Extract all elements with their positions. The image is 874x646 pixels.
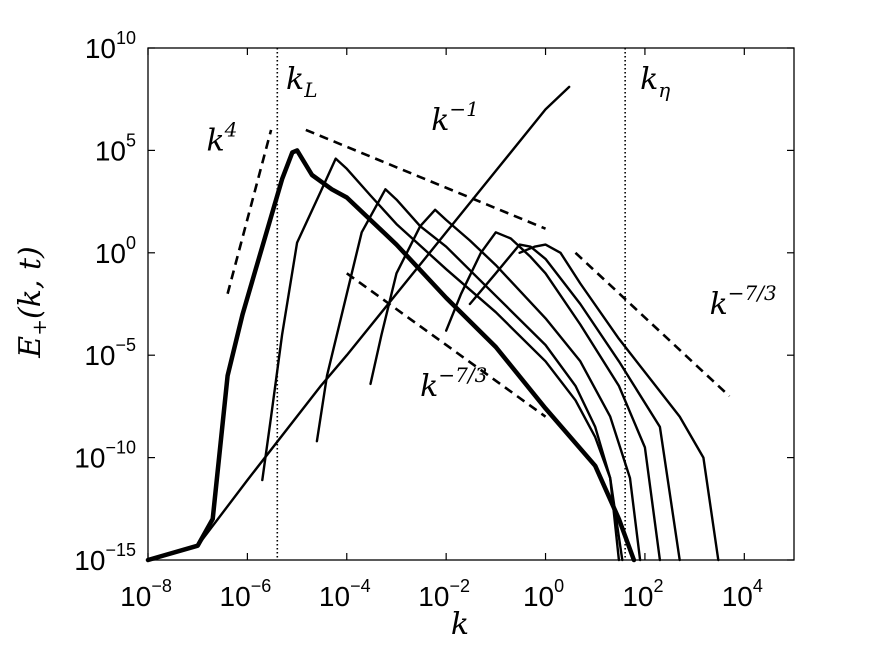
- series-1: [261, 157, 621, 562]
- slope-guide-3: [574, 251, 731, 398]
- y-tick-label-0: 10−15: [74, 540, 136, 576]
- y-tick-label-4: 105: [95, 130, 136, 166]
- series-3: [369, 208, 642, 562]
- y-tick-label-3: 100: [95, 233, 136, 269]
- slope-guide-2: [346, 272, 547, 418]
- annotation-0: k4: [206, 117, 237, 158]
- spectra-series: [145, 85, 720, 563]
- svg-text:E+(k, t): E+(k, t): [13, 246, 51, 358]
- y-tick-label-2: 10−5: [84, 335, 136, 371]
- axis-ticks: 10−8 10−6 10−4 10−2 100 102 104 10−15 10−10 10−5 1…: [74, 28, 794, 612]
- series-4: [445, 231, 662, 562]
- annotation-4: kL: [286, 62, 317, 102]
- x-tick-label-6: 104: [722, 576, 763, 612]
- y-tick-label-1: 10−10: [74, 438, 136, 474]
- x-tick-label-2: 10−4: [319, 576, 371, 612]
- series-0: [146, 85, 571, 562]
- x-tick-label-3: 10−2: [418, 576, 470, 612]
- series-5: [468, 243, 681, 562]
- series-6: [518, 243, 720, 562]
- slope-guides: [226, 128, 731, 418]
- y-axis-label: E+(k, t): [13, 246, 51, 358]
- series-2: [315, 188, 624, 562]
- x-axis-label: k: [451, 607, 469, 642]
- slope-guide-1: [305, 128, 547, 230]
- annotation-5: kη: [640, 62, 670, 102]
- x-tick-label-4: 100: [523, 576, 564, 612]
- x-tick-label-1: 10−6: [220, 576, 272, 612]
- plot-frame: [147, 47, 795, 561]
- series-bold: [145, 148, 637, 563]
- y-tick-label-5: 1010: [85, 28, 136, 64]
- annotation-2: k−7/3: [420, 363, 487, 404]
- slope-guide-0: [226, 129, 273, 295]
- x-tick-label-5: 102: [622, 576, 663, 612]
- annotation-1: k−1: [431, 97, 479, 138]
- x-tick-label-0: 10−8: [120, 576, 172, 612]
- reference-verticals: [276, 48, 626, 560]
- annotations: k4 k−1 k−7/3 k−7/3 kL kη: [206, 62, 776, 404]
- annotation-3: k−7/3: [710, 281, 777, 322]
